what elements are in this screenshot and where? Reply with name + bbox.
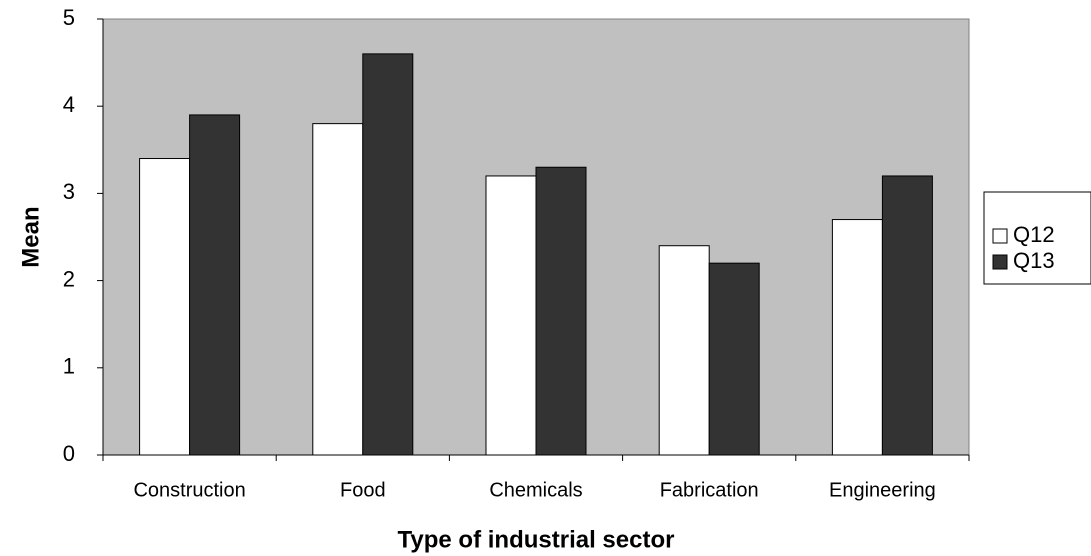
bar-q12-engineering: [831, 219, 883, 456]
x-axis-title: Type of industrial sector: [398, 526, 675, 553]
x-tick-label: Construction: [133, 479, 245, 501]
legend-label-q13: Q13: [1013, 248, 1055, 273]
bar-q13-fabrication: [708, 262, 760, 456]
bar-q13-construction: [189, 114, 241, 456]
bar-q12-chemicals: [485, 175, 537, 456]
bar-q12-fabrication: [658, 245, 710, 456]
x-tick-label: Fabrication: [660, 479, 759, 501]
y-tick-label: 4: [63, 92, 75, 117]
bar-q13-food: [362, 53, 414, 456]
y-tick-label: 0: [63, 441, 75, 466]
x-tick-label: Engineering: [829, 479, 936, 501]
y-axis-title: Mean: [17, 206, 44, 267]
bar-q13-engineering: [881, 175, 933, 456]
legend-label-q12: Q12: [1013, 222, 1055, 247]
legend-swatch-q12: [992, 228, 1008, 244]
y-tick-label: 2: [63, 266, 75, 291]
legend: Q12 Q13: [983, 191, 1091, 285]
y-tick-label: 3: [63, 179, 75, 204]
bar-q12-food: [312, 123, 364, 456]
legend-swatch-q13: [992, 254, 1008, 270]
bar-q12-construction: [139, 158, 191, 456]
bar-q13-chemicals: [535, 166, 587, 456]
y-tick-label: 1: [63, 354, 75, 379]
x-tick-label: Food: [340, 479, 386, 501]
x-tick-label: Chemicals: [489, 479, 582, 501]
y-tick-label: 5: [63, 5, 75, 30]
